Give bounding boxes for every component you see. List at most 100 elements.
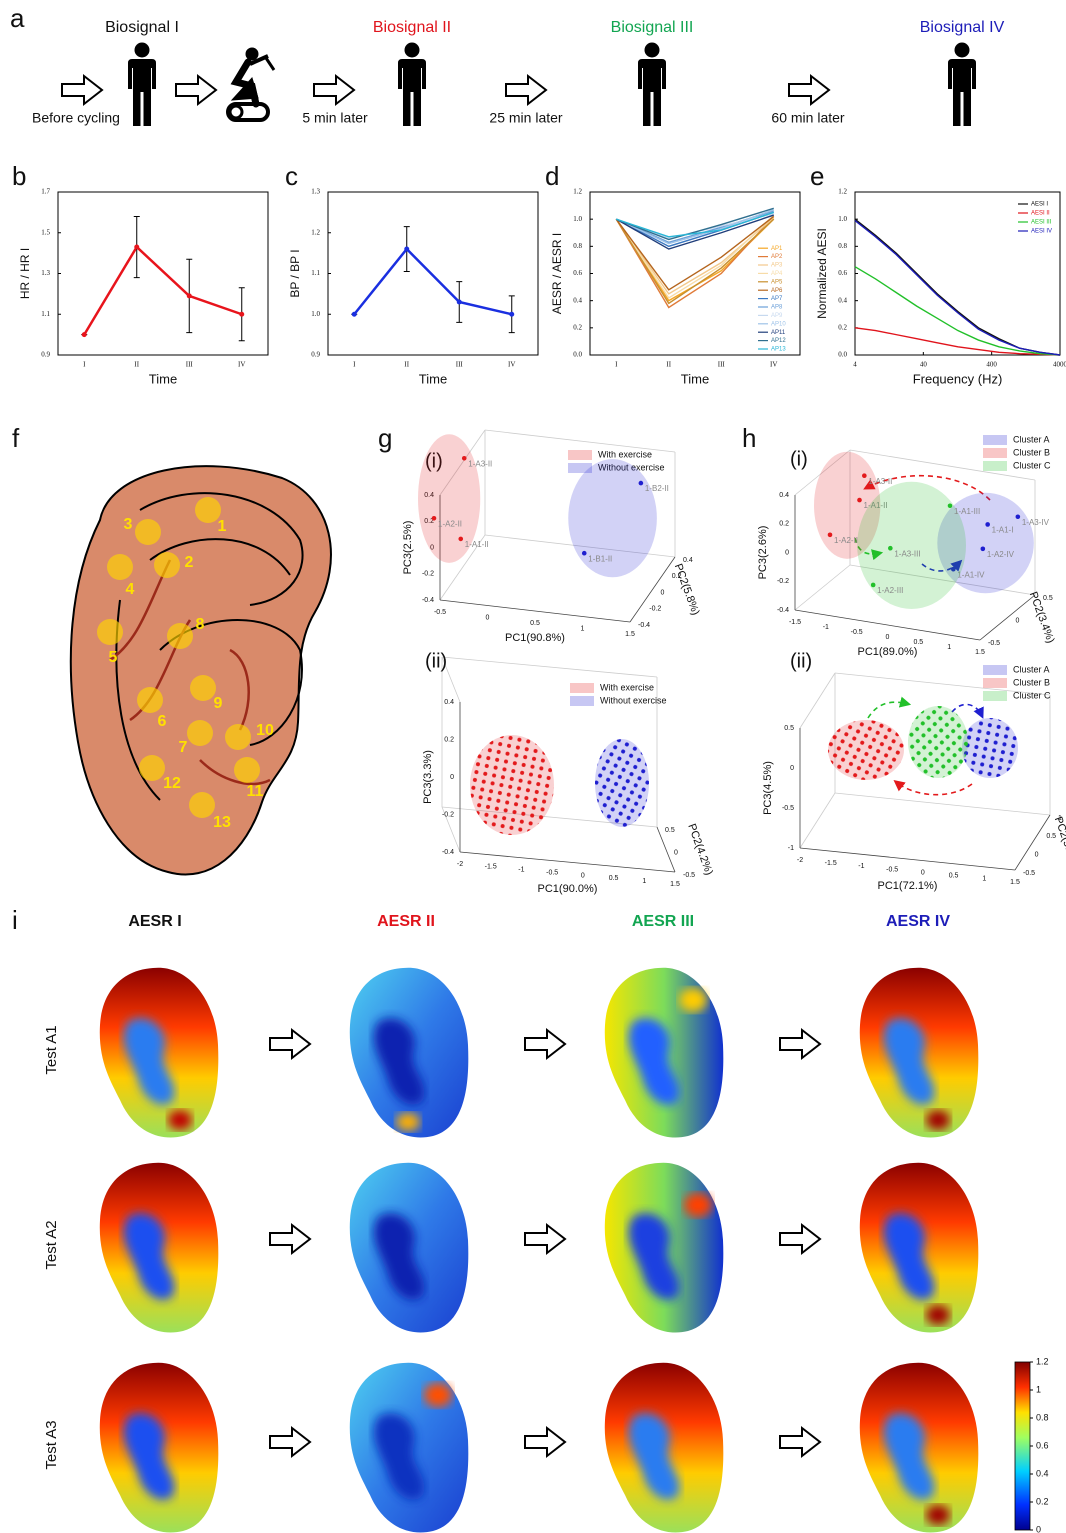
pc3-tick-label: -1 xyxy=(788,845,794,852)
pc3-tick-label: -0.2 xyxy=(777,578,789,585)
ear-point-marker xyxy=(135,519,161,545)
legend-swatch xyxy=(983,461,1007,471)
point xyxy=(888,546,893,551)
ear-point-label: 13 xyxy=(213,814,231,831)
axis-frame xyxy=(800,673,835,728)
pc2-tick-label: -0.5 xyxy=(1023,870,1035,877)
panel-label: g xyxy=(378,423,392,453)
x-tick-label: I xyxy=(83,361,86,369)
pc1-tick-label: 1 xyxy=(947,644,951,651)
ear-point-label: 1 xyxy=(218,518,227,535)
colorbar-tick-label: 0 xyxy=(1036,1524,1041,1533)
x-tick-label: II xyxy=(404,361,409,369)
point-label: 1-A3-IV xyxy=(1022,518,1050,527)
legend-swatch xyxy=(983,435,1007,445)
pc1-tick-label: 1 xyxy=(581,625,585,632)
colorbar-tick-label: 1.2 xyxy=(1036,1356,1049,1366)
column-header: AESR I xyxy=(128,913,181,930)
stage-note: 25 min later xyxy=(489,110,562,126)
pc1-tick-label: -1 xyxy=(518,867,524,874)
subplot-label: (ii) xyxy=(425,650,447,672)
column-header: AESR III xyxy=(632,913,694,930)
x-tick-label: II xyxy=(666,361,671,369)
x-tick-label: II xyxy=(134,361,139,369)
pc3-tick-label: 0 xyxy=(790,765,794,772)
plot-frame xyxy=(58,192,268,355)
y-axis-label: AESR / AESR I xyxy=(550,233,564,314)
colorbar-tick-label: 0.4 xyxy=(1036,1468,1049,1478)
point-label: 1-A1-I xyxy=(992,526,1014,535)
point xyxy=(509,312,514,317)
legend-label: Cluster C xyxy=(1013,690,1051,700)
cluster xyxy=(595,739,649,827)
stage-note: 5 min later xyxy=(302,110,368,126)
ear-point-marker xyxy=(154,552,180,578)
legend-label: AESI IV xyxy=(1031,229,1052,235)
pc3-label: PC3(2.5%) xyxy=(402,521,414,575)
pc1-tick-label: 1 xyxy=(642,878,646,885)
pc1-tick-label: 0 xyxy=(886,634,890,641)
line xyxy=(84,247,242,335)
axis-frame xyxy=(1015,815,1050,870)
y-tick-label: 1.3 xyxy=(311,188,320,196)
ear-point-label: 3 xyxy=(124,516,133,533)
x-axis-label: Time xyxy=(681,371,709,386)
point xyxy=(352,312,357,317)
stage-note: 60 min later xyxy=(771,110,844,126)
y-tick-label: 1.5 xyxy=(41,228,50,236)
point-label: 1-A2-IV xyxy=(987,550,1015,559)
pc2-tick-label: 0.5 xyxy=(1046,833,1056,840)
x-tick-label: I xyxy=(353,361,356,369)
pc1-tick-label: 1.5 xyxy=(975,649,985,656)
legend-label: Cluster A xyxy=(1013,434,1050,444)
ear-point-label: 8 xyxy=(196,616,205,633)
legend-label: AP2 xyxy=(771,254,783,260)
pc1-tick-label: 0 xyxy=(581,872,585,879)
point xyxy=(432,516,437,521)
point xyxy=(981,547,986,552)
pc1-tick-label: 0 xyxy=(921,869,925,876)
column-header: AESR IV xyxy=(886,913,950,930)
ear-point-marker xyxy=(234,757,260,783)
point xyxy=(639,481,644,486)
cluster xyxy=(908,706,968,778)
y-tick-label: 0.6 xyxy=(838,269,847,277)
legend-swatch xyxy=(570,696,594,706)
pc1-tick-label: -1 xyxy=(823,624,829,631)
pc1-tick-label: -0.5 xyxy=(886,866,898,873)
y-axis-label: BP / BP I xyxy=(288,249,302,297)
legend-swatch xyxy=(983,691,1007,701)
pc3-label: PC3(4.5%) xyxy=(762,761,774,815)
x-tick-label: III xyxy=(718,361,726,369)
legend-label: Cluster B xyxy=(1013,677,1050,687)
ear-point-marker xyxy=(137,687,163,713)
stage-title: Biosignal I xyxy=(105,19,179,36)
x-tick-label: 40 xyxy=(920,361,928,369)
pc2-tick-label: -0.5 xyxy=(988,640,1000,647)
x-axis-label: Time xyxy=(149,371,177,386)
stage-title: Biosignal II xyxy=(373,19,451,36)
y-axis-label: Normalized AESI xyxy=(815,228,829,319)
point xyxy=(187,293,192,298)
legend-label: Cluster C xyxy=(1013,460,1051,470)
y-tick-label: 1.2 xyxy=(838,188,847,196)
ear-point-marker xyxy=(225,724,251,750)
x-tick-label: IV xyxy=(770,361,777,369)
pc1-tick-label: 0.5 xyxy=(913,639,923,646)
y-tick-label: 0.6 xyxy=(573,269,582,277)
line xyxy=(855,328,1060,355)
x-tick-label: 400 xyxy=(986,361,997,369)
ear-point-marker xyxy=(139,755,165,781)
x-tick-label: 4000 xyxy=(1053,361,1066,369)
figure: abcdefghiBiosignal IBefore cyclingBiosig… xyxy=(0,0,1066,1533)
pc3-tick-label: -0.5 xyxy=(782,805,794,812)
x-tick-label: IV xyxy=(238,361,245,369)
point-label: 1-A1-IV xyxy=(957,570,985,579)
ear-point-label: 4 xyxy=(126,581,135,598)
pc2-tick-label: 0.4 xyxy=(683,557,693,564)
legend-label: AESI II xyxy=(1031,211,1050,217)
pc1-tick-label: -2 xyxy=(797,857,803,864)
x-tick-label: I xyxy=(615,361,618,369)
line xyxy=(354,249,512,314)
point xyxy=(239,312,244,317)
